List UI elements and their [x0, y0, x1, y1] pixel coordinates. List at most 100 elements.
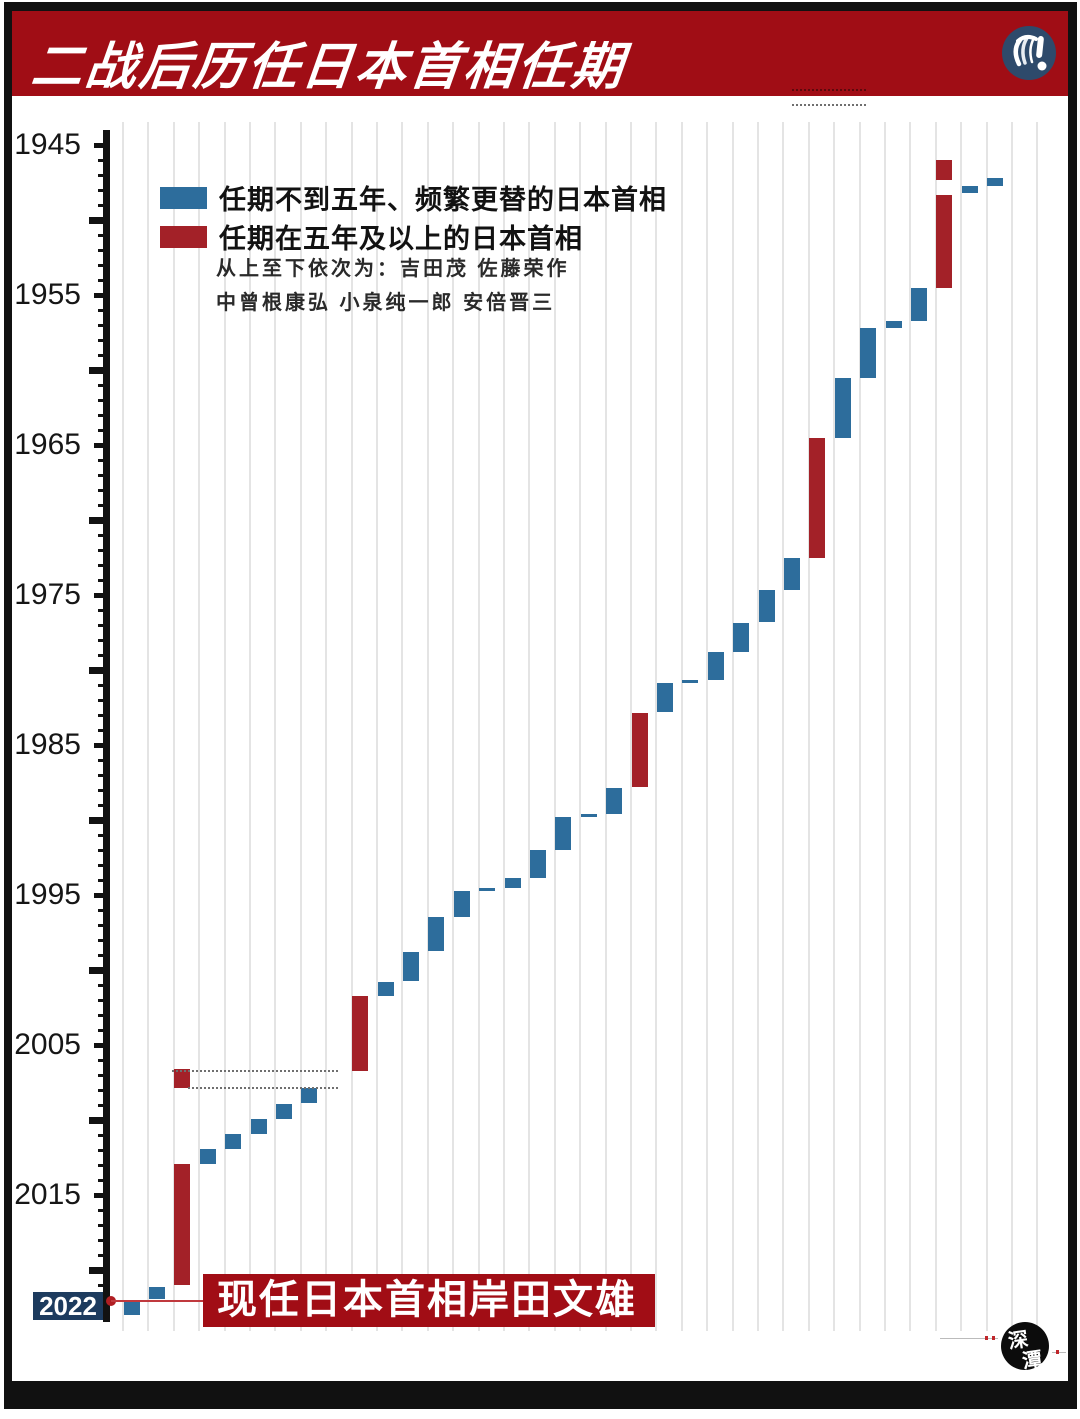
dotted-annotation-line	[792, 89, 866, 91]
pm-term-bar-short	[580, 814, 597, 817]
y-axis-tick-major	[89, 516, 106, 524]
gridline	[553, 122, 556, 1331]
y-axis-tick-minor	[98, 923, 106, 927]
y-axis-tick-minor	[98, 773, 106, 777]
pm-term-bar-short	[758, 589, 775, 622]
y-axis-tick-minor	[98, 158, 106, 162]
gridline	[884, 122, 886, 1331]
gridline	[477, 122, 480, 1331]
pm-term-bar-short	[225, 1133, 242, 1149]
gridline	[731, 122, 734, 1331]
seal-decoration-line-right	[1052, 1352, 1066, 1353]
pm-term-bar-short	[199, 1149, 216, 1165]
seal-decoration-line-left	[940, 1338, 998, 1339]
swirl-exclamation-logo	[1002, 26, 1056, 80]
gridline	[934, 122, 937, 1331]
y-axis-tick-minor	[98, 248, 106, 252]
gridline	[376, 122, 378, 1331]
y-axis-tick-minor	[98, 488, 106, 492]
y-axis-tick-mid	[94, 292, 106, 298]
y-axis-tick-minor	[98, 383, 106, 387]
gridline	[147, 122, 150, 1331]
y-axis-tick-minor	[98, 698, 106, 702]
y-axis-label: 1945	[14, 128, 81, 161]
y-axis-tick-minor	[98, 353, 106, 357]
legend-note-line1: 从上至下依次为：吉田茂 佐藤荣作	[216, 258, 570, 280]
y-axis-tick-minor	[98, 623, 106, 627]
pm-term-bar-short	[453, 890, 470, 917]
frame-right	[1068, 2, 1077, 1409]
gridline	[985, 122, 988, 1331]
y-axis-tick-minor	[98, 848, 106, 852]
pm-term-bar-short	[783, 557, 800, 590]
y-axis-tick-minor	[98, 878, 106, 882]
y-axis-tick-minor	[98, 638, 106, 642]
pm-term-bar-short	[987, 178, 1004, 186]
y-axis-tick-minor	[98, 833, 106, 837]
gridline	[350, 122, 353, 1331]
gridline	[172, 122, 175, 1331]
pm-term-bar-short	[148, 1286, 165, 1300]
y-axis-tick-major	[89, 966, 106, 974]
gridline	[274, 122, 277, 1331]
gridline	[909, 122, 912, 1331]
pm-term-bar-long	[936, 160, 953, 180]
y-axis-tick-mid	[94, 142, 106, 148]
y-axis-line	[103, 130, 110, 1322]
seal-char-2: 潭	[1020, 1348, 1044, 1374]
frame-left	[4, 2, 12, 1409]
y-axis-tick-mid	[94, 1042, 106, 1048]
y-axis-tick-major	[89, 1266, 106, 1274]
pm-term-bar-short	[377, 982, 394, 997]
y-axis-tick-minor	[98, 803, 106, 807]
pm-term-bar-short	[301, 1087, 318, 1103]
pm-term-bar-short	[682, 679, 699, 683]
pm-term-bar-long	[631, 712, 648, 787]
y-axis-tick-minor	[98, 188, 106, 192]
pm-term-bar-short	[275, 1103, 292, 1119]
y-axis-tick-minor	[98, 1223, 106, 1227]
y-axis-label: 2015	[14, 1178, 81, 1211]
y-axis-tick-minor	[98, 1103, 106, 1107]
gridline	[223, 122, 226, 1331]
gridline	[122, 122, 124, 1331]
legend-label-short-term: 任期不到五年、频繁更替的日本首相	[219, 185, 667, 215]
gridline	[198, 122, 201, 1331]
y-axis-tick-minor	[98, 533, 106, 537]
pm-term-bar-long	[174, 1069, 191, 1088]
pm-term-bar-short	[428, 916, 445, 952]
y-axis-tick-minor	[98, 263, 106, 267]
y-axis-tick-minor	[98, 233, 106, 237]
pm-term-bar-short	[504, 877, 521, 889]
current-pm-callout: 现任日本首相岸田文雄	[203, 1274, 655, 1327]
y-axis-tick-minor	[98, 863, 106, 867]
y-axis-tick-minor	[98, 758, 106, 762]
dotted-annotation-line	[188, 1087, 338, 1089]
title-banner: 二战后历任日本首相任期	[12, 11, 1068, 96]
gridline	[299, 122, 302, 1331]
gridline	[858, 122, 861, 1331]
y-axis-label: 1995	[14, 878, 81, 911]
y-axis-tick-major	[89, 816, 106, 824]
pm-term-bar-short	[834, 377, 851, 438]
y-axis-tick-minor	[98, 1073, 106, 1077]
gridline	[807, 122, 810, 1331]
dotted-annotation-line	[172, 1070, 338, 1072]
legend-note-line2: 中曾根康弘 小泉纯一郎 安倍晋三	[216, 292, 556, 314]
pm-term-bar-short	[606, 787, 623, 814]
y-axis-tick-minor	[98, 458, 106, 462]
seal-red-mark	[985, 1336, 988, 1340]
pm-term-bar-long	[352, 995, 369, 1072]
y-axis-tick-minor	[98, 653, 106, 657]
y-axis-tick-mid	[94, 1192, 106, 1198]
y-axis-tick-minor	[98, 998, 106, 1002]
y-axis-label: 1975	[14, 578, 81, 611]
y-axis-tick-minor	[98, 548, 106, 552]
y-axis-tick-minor	[98, 1058, 106, 1062]
gridline	[757, 122, 759, 1331]
gridline	[604, 122, 607, 1331]
y-axis-tick-mid	[94, 892, 106, 898]
seal-logo: 深 潭	[1001, 1322, 1049, 1373]
gridline	[1011, 122, 1013, 1331]
